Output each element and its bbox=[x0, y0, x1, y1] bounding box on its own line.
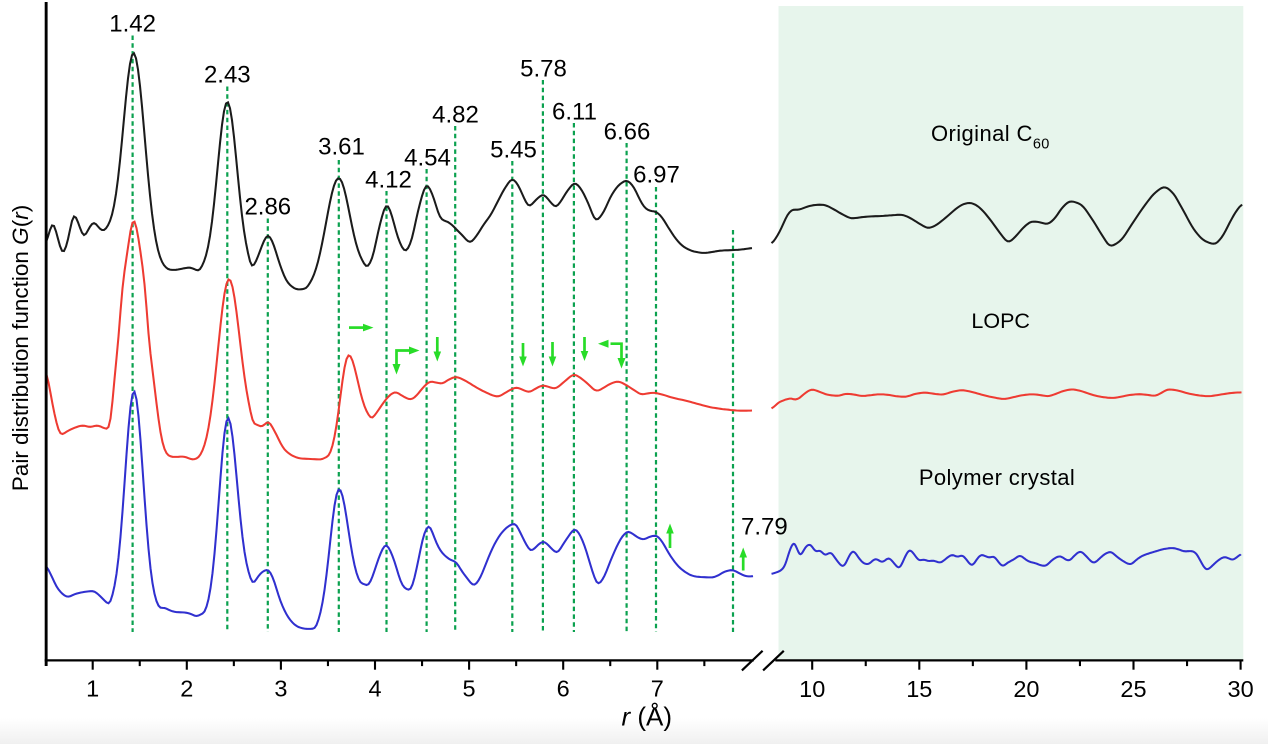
svg-text:4: 4 bbox=[368, 676, 381, 702]
svg-text:1.42: 1.42 bbox=[109, 10, 156, 37]
svg-text:4.12: 4.12 bbox=[365, 166, 412, 193]
svg-text:10: 10 bbox=[799, 676, 825, 702]
svg-text:30: 30 bbox=[1228, 676, 1254, 702]
svg-text:6.66: 6.66 bbox=[604, 118, 651, 145]
svg-text:3: 3 bbox=[274, 676, 287, 702]
svg-text:5.78: 5.78 bbox=[520, 55, 567, 82]
svg-text:2: 2 bbox=[180, 676, 193, 702]
svg-text:7.79: 7.79 bbox=[741, 513, 788, 540]
svg-text:20: 20 bbox=[1013, 676, 1039, 702]
svg-text:15: 15 bbox=[906, 676, 932, 702]
svg-text:6.11: 6.11 bbox=[552, 98, 597, 125]
svg-text:7: 7 bbox=[651, 676, 664, 702]
svg-text:5.45: 5.45 bbox=[490, 136, 537, 163]
svg-text:3.61: 3.61 bbox=[318, 133, 365, 160]
svg-text:6.97: 6.97 bbox=[633, 161, 680, 188]
svg-text:6: 6 bbox=[557, 676, 570, 702]
svg-text:2.86: 2.86 bbox=[244, 193, 291, 220]
svg-text:5: 5 bbox=[463, 676, 476, 702]
svg-text:25: 25 bbox=[1120, 676, 1146, 702]
svg-text:LOPC: LOPC bbox=[971, 309, 1030, 333]
svg-text:1: 1 bbox=[86, 676, 99, 702]
svg-text:4.54: 4.54 bbox=[404, 144, 451, 171]
svg-text:Polymer crystal: Polymer crystal bbox=[919, 465, 1075, 490]
svg-text:2.43: 2.43 bbox=[204, 61, 251, 88]
svg-text:Pair distribution function G(r: Pair distribution function G(r) bbox=[8, 205, 33, 491]
svg-text:r (Å): r (Å) bbox=[622, 702, 673, 732]
svg-text:4.82: 4.82 bbox=[432, 101, 479, 128]
